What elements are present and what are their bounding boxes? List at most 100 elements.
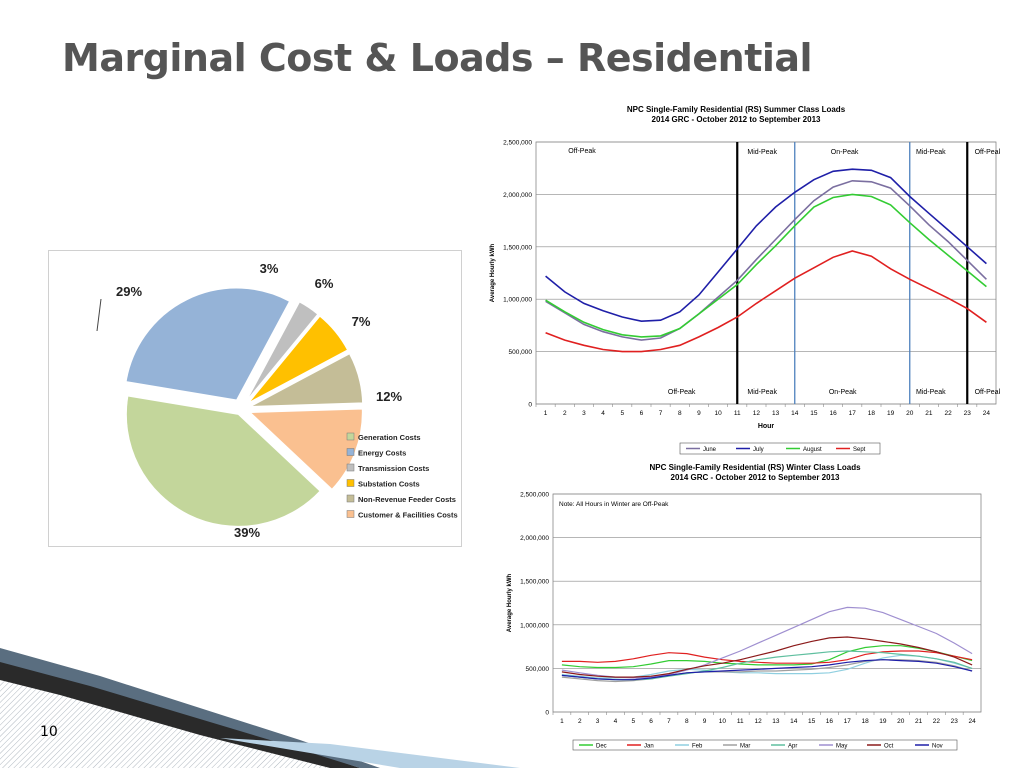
x-tick-label: 17 [849, 410, 857, 417]
chart-subtitle: 2014 GRC - October 2012 to September 201… [652, 115, 822, 124]
x-tick-label: 8 [685, 718, 689, 725]
series-line-july [545, 168, 987, 323]
x-tick-label: 8 [678, 410, 682, 417]
x-tick-label: 5 [620, 410, 624, 417]
legend-label: Generation Costs [358, 433, 421, 442]
slide-number: 10 [40, 724, 58, 740]
x-tick-label: 4 [601, 410, 605, 417]
period-label-bottom: Mid-Peak [916, 389, 946, 396]
x-tick-label: 24 [983, 410, 991, 417]
y-tick-label: 0 [528, 402, 532, 409]
legend-label: July [753, 447, 764, 453]
x-tick-label: 23 [964, 410, 972, 417]
x-tick-label: 12 [753, 410, 761, 417]
legend-label: Jan [644, 743, 654, 749]
x-tick-label: 14 [790, 718, 798, 725]
slide-title: Marginal Cost & Loads – Residential [62, 36, 813, 80]
x-tick-label: 20 [897, 718, 905, 725]
chart-title: NPC Single-Family Residential (RS) Winte… [649, 463, 861, 472]
legend-label: Substation Costs [358, 480, 420, 489]
y-tick-label: 2,000,000 [520, 535, 549, 542]
x-tick-label: 3 [582, 410, 586, 417]
x-tick-label: 21 [915, 718, 923, 725]
pie-slice [250, 353, 364, 407]
legend-swatch [346, 494, 355, 503]
plot-area [552, 493, 982, 713]
x-tick-label: 5 [631, 718, 635, 725]
legend-label: Customer & Facilities Costs [358, 511, 458, 520]
plot-area [535, 141, 997, 405]
x-tick-label: 9 [703, 718, 707, 725]
legend-swatch [346, 510, 355, 518]
x-tick-label: 14 [791, 410, 799, 417]
pie-slice [125, 287, 291, 401]
x-tick-label: 13 [772, 410, 780, 417]
chart-annotation: Note: All Hours in Winter are Off-Peak [559, 501, 669, 508]
period-label-top: Off-Peak [568, 148, 596, 155]
x-tick-label: 1 [544, 410, 548, 417]
x-tick-label: 22 [933, 718, 941, 725]
x-tick-label: 7 [667, 718, 671, 725]
x-tick-label: 9 [697, 410, 701, 417]
x-tick-label: 7 [659, 410, 663, 417]
legend-label: Dec [596, 743, 607, 749]
legend-label: Energy Costs [358, 449, 406, 458]
y-tick-label: 2,500,000 [503, 140, 532, 147]
chart-subtitle: 2014 GRC - October 2012 to September 201… [671, 473, 841, 482]
x-tick-label: 22 [944, 410, 952, 417]
legend-swatch [346, 479, 355, 487]
pie-slice [246, 301, 319, 402]
x-tick-label: 3 [596, 718, 600, 725]
pie-value-label: 39% [234, 525, 260, 540]
summer-load-chart: NPC Single-Family Residential (RS) Summe… [490, 105, 1000, 455]
x-tick-label: 6 [640, 410, 644, 417]
winter-load-chart: NPC Single-Family Residential (RS) Winte… [507, 463, 982, 751]
series-line-mar [561, 659, 973, 683]
series-line-nov [561, 659, 973, 681]
series-line-may [561, 606, 973, 679]
y-tick-label: 500,000 [526, 666, 550, 673]
legend-label: June [703, 447, 717, 453]
decorative-swoosh [0, 648, 520, 768]
x-tick-label: 11 [734, 410, 741, 417]
series-line-august [545, 193, 987, 338]
pie-slice [125, 395, 321, 527]
legend-label: Sept [853, 447, 866, 453]
period-label-top: On-Peak [831, 149, 859, 156]
pie-slice [248, 315, 349, 404]
y-tick-label: 2,500,000 [520, 492, 549, 499]
pie-slice [249, 408, 363, 490]
x-tick-label: 23 [951, 718, 959, 725]
x-tick-label: 4 [614, 718, 618, 725]
x-axis-label: Hour [758, 423, 775, 430]
pie-leader-line [96, 298, 102, 332]
y-tick-label: 2,000,000 [503, 192, 532, 199]
legend-label: Non-Revenue Feeder Costs [358, 495, 456, 504]
period-label-bottom: Off-Peak [668, 389, 696, 396]
x-tick-label: 15 [810, 410, 818, 417]
y-tick-label: 1,500,000 [503, 244, 532, 251]
legend-label: Apr [788, 743, 797, 749]
y-tick-label: 1,000,000 [520, 622, 549, 629]
y-axis-label: Average Hourly kWh [490, 243, 496, 302]
x-tick-label: 15 [808, 718, 816, 725]
period-label-bottom: Mid-Peak [747, 389, 777, 396]
period-label-top: Mid-Peak [747, 149, 777, 156]
legend-box [572, 739, 958, 751]
series-line-jan [561, 650, 973, 664]
x-tick-label: 19 [879, 718, 887, 725]
period-label-bottom: On-Peak [829, 389, 857, 396]
pie-value-label: 7% [352, 314, 371, 329]
legend-label: August [803, 447, 822, 453]
x-tick-label: 20 [906, 410, 914, 417]
y-tick-label: 1,000,000 [503, 297, 532, 304]
chart-title: NPC Single-Family Residential (RS) Summe… [627, 105, 846, 114]
x-tick-label: 10 [719, 718, 727, 725]
legend-label: May [836, 743, 847, 749]
series-line-june [545, 179, 987, 341]
x-tick-label: 12 [754, 718, 762, 725]
period-label-bottom: Off-Peak [975, 389, 1000, 396]
legend-swatch [346, 432, 355, 441]
y-tick-label: 500,000 [509, 349, 533, 356]
x-tick-label: 18 [861, 718, 869, 725]
